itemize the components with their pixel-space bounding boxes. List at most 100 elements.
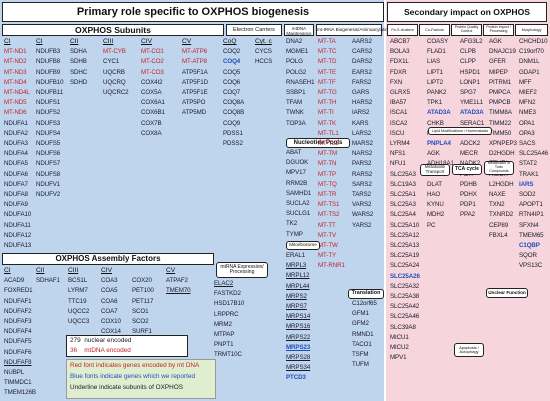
- gene-label: NDUFS8: [36, 170, 61, 178]
- gene-label: MRPS34: [286, 364, 311, 372]
- gene-label: SFXN4: [519, 221, 539, 229]
- gene-label: UQCC3: [68, 318, 90, 325]
- gene-label: MPV17: [286, 169, 306, 177]
- secondary-impact-title: Secondary impact on OXPHOS: [387, 2, 547, 22]
- gene-label: PET100: [132, 287, 154, 295]
- gene-label: COX20: [132, 277, 152, 285]
- gene-label: MRPS2: [286, 292, 307, 300]
- gene-label: SLC25A10: [390, 221, 420, 229]
- primary-role-title: Primary role specific to OXPHOS biogenes…: [2, 2, 384, 22]
- gene-label: MRM2: [214, 320, 232, 328]
- tca-cycle-title: TCA cycle: [452, 164, 482, 175]
- gene-label: NDUFA4: [4, 150, 28, 158]
- gene-label: STAT2: [519, 160, 537, 168]
- gene-label: VARS2: [352, 201, 372, 209]
- gene-label: GLRX5: [390, 89, 410, 96]
- gene-label: COQ9: [223, 119, 241, 127]
- gene-label: AARS2: [352, 38, 372, 45]
- gene-label: SACS: [519, 140, 536, 147]
- gene-label: TIMM50: [489, 129, 512, 137]
- gene-label: NAXE: [489, 191, 506, 198]
- column-header: CIV: [141, 38, 152, 45]
- gene-label: RRM2B: [286, 179, 308, 187]
- gene-label: OPA1: [519, 119, 535, 127]
- gene-label: MT-TR: [318, 191, 337, 198]
- gene-label: DNM1L: [519, 58, 540, 66]
- gene-label: FBXL4: [489, 231, 508, 239]
- gene-label: BOLA3: [390, 48, 410, 56]
- gene-label: AGK: [489, 38, 502, 45]
- gene-label: MT-ND4: [4, 78, 27, 86]
- gene-label: ADCK2: [460, 140, 481, 147]
- column-header: CoQ: [223, 38, 237, 45]
- gene-label: NDUFA2: [4, 129, 28, 137]
- mt-trna-title: mt-tRNA Biogenesis/Aminoacylation: [316, 24, 391, 36]
- gene-label: TRAK1: [519, 170, 539, 178]
- gene-label: MT-TG: [318, 89, 337, 96]
- gene-label: ATP5F1E: [182, 89, 208, 96]
- gene-label: MT-ATP8: [182, 58, 207, 66]
- gene-label: SLC25A32: [390, 282, 420, 290]
- category-morphology: Morphology: [515, 24, 548, 36]
- gene-label: NDUFA5: [4, 160, 28, 168]
- encoding-count-legend: [66, 335, 188, 357]
- gene-label: CLPP: [460, 58, 476, 66]
- gene-label: COX4I2: [141, 78, 163, 86]
- gene-label: MT-RNR1: [318, 262, 345, 270]
- gene-label: HSD17B10: [214, 300, 245, 308]
- gene-label: COX8A: [141, 129, 162, 137]
- gene-label: PNPLA4: [427, 140, 451, 147]
- gene-label: SPG7: [460, 89, 477, 96]
- gene-label: MT-ND6: [4, 109, 27, 117]
- gene-label: AFG3L2: [460, 38, 483, 45]
- gene-label: COX5A: [141, 89, 162, 96]
- gene-label: TFAM: [286, 99, 303, 107]
- gene-label: CARS2: [352, 48, 373, 56]
- gene-label: NUBPL: [4, 369, 25, 376]
- gene-label: LONP1: [460, 78, 480, 86]
- gene-label: COQ8B: [223, 109, 245, 117]
- gene-label: PMPCA: [489, 89, 511, 96]
- gene-label: ADH18A1: [427, 161, 454, 167]
- metabolism-toxic-title: Metabolism of Toxic Compounds: [484, 161, 514, 175]
- gene-label: SCO2: [132, 318, 149, 325]
- note-underline: Underline indicate subunits of OXPHOS: [70, 384, 183, 391]
- lipid-modifications-title: Lipid Modifications / Homeostasis: [428, 127, 492, 135]
- gene-label: NDUFAF3: [4, 318, 32, 325]
- gene-label: MT-ND3: [4, 68, 27, 76]
- gene-label: MT-ND5: [4, 99, 27, 107]
- mt-label: mtDNA encoded: [84, 347, 131, 354]
- gene-label: NARS2: [352, 150, 373, 158]
- gene-label: AGK: [427, 150, 440, 158]
- gene-label: LIAS: [427, 58, 441, 66]
- gene-label: NDUFAF4: [4, 328, 32, 336]
- gene-label: NDUFA8: [4, 191, 28, 198]
- gene-label: NDUFAF5: [4, 338, 32, 346]
- gene-label: ISCA2: [390, 119, 408, 127]
- gene-label: KYNU: [427, 201, 444, 209]
- gene-label: MFF: [519, 78, 532, 86]
- gene-label: PDP1: [460, 201, 476, 209]
- gene-label: SUCLA2: [286, 200, 310, 207]
- mitoribosome-title: Mitoribosome: [286, 241, 320, 250]
- gene-label: CEP89: [489, 221, 509, 229]
- gene-label: SSBP1: [286, 89, 306, 96]
- gene-label: MRPS28: [286, 354, 311, 361]
- gene-label: COA6: [101, 297, 118, 305]
- gene-label: TMEM65: [519, 231, 544, 239]
- gene-label: NDUFV2: [36, 191, 61, 198]
- gene-label: TYMP: [286, 230, 303, 238]
- nuclear-label: nuclear encoded: [84, 337, 132, 344]
- gene-label: PMPCB: [489, 99, 511, 107]
- mt-count-value: 36: [70, 347, 78, 354]
- gene-label: MICU2: [390, 344, 409, 351]
- gene-label: NDUFA10: [4, 211, 32, 219]
- gene-label: XPNPEP3: [489, 140, 517, 147]
- gene-label: MARS2: [352, 140, 373, 147]
- gene-label: CLPB: [460, 48, 476, 56]
- gene-label: NDUFAF2: [4, 307, 32, 315]
- gene-label: COX14: [101, 328, 121, 336]
- gene-label: KARS: [352, 119, 369, 127]
- gene-label: VPS13C: [519, 262, 543, 270]
- column-header: CI: [36, 38, 43, 45]
